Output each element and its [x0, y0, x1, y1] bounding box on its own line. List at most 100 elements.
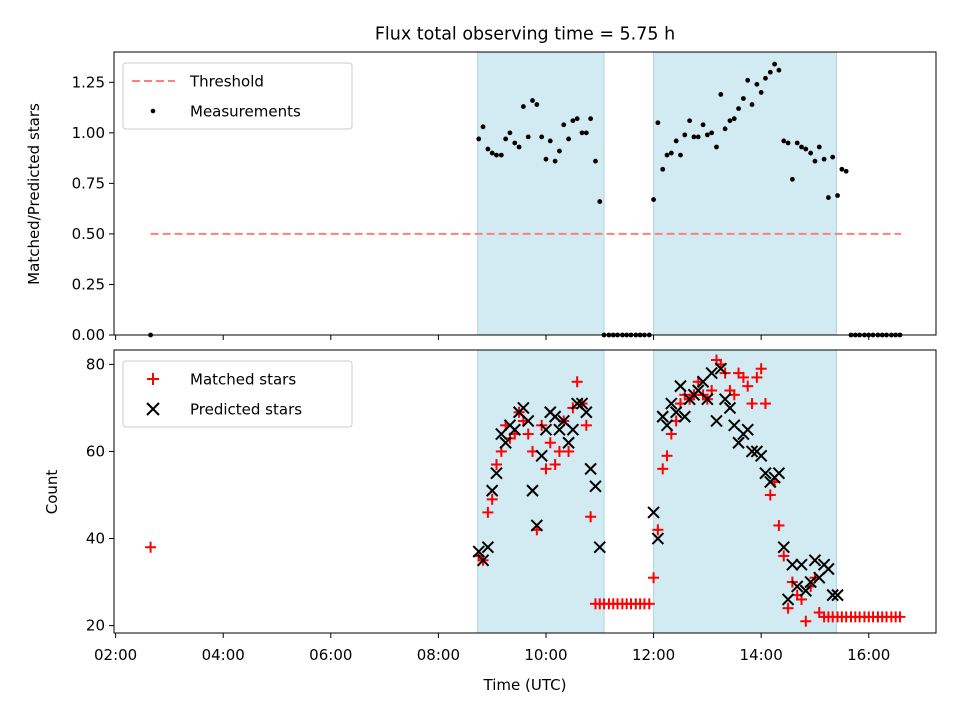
predicted-star-point [804, 575, 817, 589]
predicted-star-point [777, 541, 790, 554]
y-tick-label: 1.25 [72, 73, 105, 91]
bottom-legend: Matched stars Predicted stars [122, 360, 353, 428]
matched-star-point [544, 437, 556, 449]
measurement-point [736, 106, 741, 111]
matched-star-point [778, 550, 790, 562]
predicted-star-point [831, 588, 844, 602]
matched-star-point [782, 602, 794, 614]
measurement-point [714, 144, 719, 150]
predicted-star-point [723, 401, 737, 415]
chart-title: Flux total observing time = 5.75 h [375, 25, 675, 45]
matched-star-point [585, 511, 597, 523]
measurement-point [794, 140, 800, 146]
predicted-star-point [562, 436, 575, 449]
matched-star-point [657, 463, 669, 475]
measurement-point [507, 130, 513, 136]
x-axis-label: Time (UTC) [483, 676, 567, 694]
y-tick-label: 1.00 [72, 124, 105, 142]
matched-star-point [737, 371, 749, 383]
predicted-star-point [754, 449, 768, 463]
legend-predicted-swatch [146, 402, 160, 416]
predicted-star-point [759, 467, 772, 480]
measurement-point [570, 118, 576, 124]
measurement-point [763, 75, 768, 81]
matched-star-point [490, 459, 502, 471]
predicted-star-point [826, 588, 839, 602]
measurement-point [651, 197, 656, 202]
y-tick-label: 0.25 [72, 275, 105, 293]
top-x-axis [115, 335, 870, 340]
observing-interval-1 [653, 349, 837, 634]
predicted-star-point [472, 545, 485, 558]
predicted-star-point [584, 462, 597, 476]
measurement-point [503, 136, 509, 142]
predicted-stars-series [472, 362, 844, 606]
predicted-star-point [575, 397, 589, 410]
predicted-star-point [745, 445, 759, 458]
measurement-point [476, 136, 482, 142]
matched-star-point [563, 445, 575, 457]
matched-star-point [746, 398, 758, 410]
measurement-point [498, 152, 504, 158]
observing-intervals [477, 51, 837, 336]
predicted-star-point [522, 414, 535, 428]
y-tick-label: 0.00 [72, 326, 105, 344]
measurement-point [727, 118, 733, 124]
measurement-point [835, 193, 840, 198]
matched-star-point [643, 598, 655, 610]
x-tick-label: 02:00 [94, 646, 137, 664]
measurement-point [660, 166, 666, 172]
predicted-star-point [539, 423, 553, 436]
predicted-star-point [508, 423, 521, 436]
legend-predicted-label: Predicted stars [190, 401, 302, 419]
x-tick-label: 14:00 [740, 646, 783, 664]
matched-star-point [486, 493, 498, 505]
x-tick-label: 10:00 [524, 646, 567, 664]
legend-threshold-label: Threshold [189, 73, 264, 91]
top-y-axis: 0.00 0.25 0.50 0.75 1.00 1.25 [72, 73, 114, 344]
predicted-star-point [678, 410, 691, 423]
measurements-series [148, 61, 903, 338]
measurement-point [781, 138, 787, 144]
matched-star-point [742, 380, 754, 392]
measurement-point [695, 134, 701, 140]
measurement-point [520, 104, 526, 109]
predicted-star-point [485, 484, 499, 497]
measurement-point [668, 150, 674, 156]
predicted-star-point [517, 401, 530, 415]
legend-measurements-label: Measurements [190, 103, 301, 121]
predicted-star-point [476, 554, 490, 567]
predicted-star-point [822, 562, 835, 576]
bottom-plot-frame [113, 349, 937, 634]
measurement-point [664, 152, 670, 158]
measurement-point [808, 150, 814, 156]
measurement-point [682, 132, 688, 138]
measurement-point [745, 77, 751, 83]
predicted-star-point [808, 554, 822, 567]
predicted-star-point [553, 423, 566, 436]
matched-star-point [652, 524, 664, 536]
measurement-point [722, 126, 728, 132]
predicted-star-point [714, 362, 728, 375]
legend-measurements-swatch [150, 108, 156, 114]
measurement-point [480, 124, 486, 130]
y-tick-label: 40 [86, 530, 105, 548]
x-tick-label: 06:00 [309, 646, 352, 664]
predicted-star-point [499, 436, 512, 449]
observing-interval-0 [477, 349, 605, 634]
y-tick-label: 0.50 [72, 225, 105, 243]
measurement-point [754, 81, 760, 87]
measurement-point [830, 154, 836, 160]
top-legend: Threshold Measurements [122, 62, 353, 130]
matched-star-point [482, 506, 494, 518]
predicted-star-point [705, 366, 718, 380]
predicted-star-point [799, 584, 813, 597]
predicted-star-point [580, 406, 593, 419]
matched-star-point [800, 615, 812, 627]
predicted-star-point [718, 392, 732, 406]
matched-star-point [773, 519, 785, 531]
y-tick-label: 80 [86, 355, 105, 373]
measurement-point [709, 130, 715, 136]
measurement-point [566, 136, 571, 142]
x-tick-label: 08:00 [417, 646, 460, 664]
